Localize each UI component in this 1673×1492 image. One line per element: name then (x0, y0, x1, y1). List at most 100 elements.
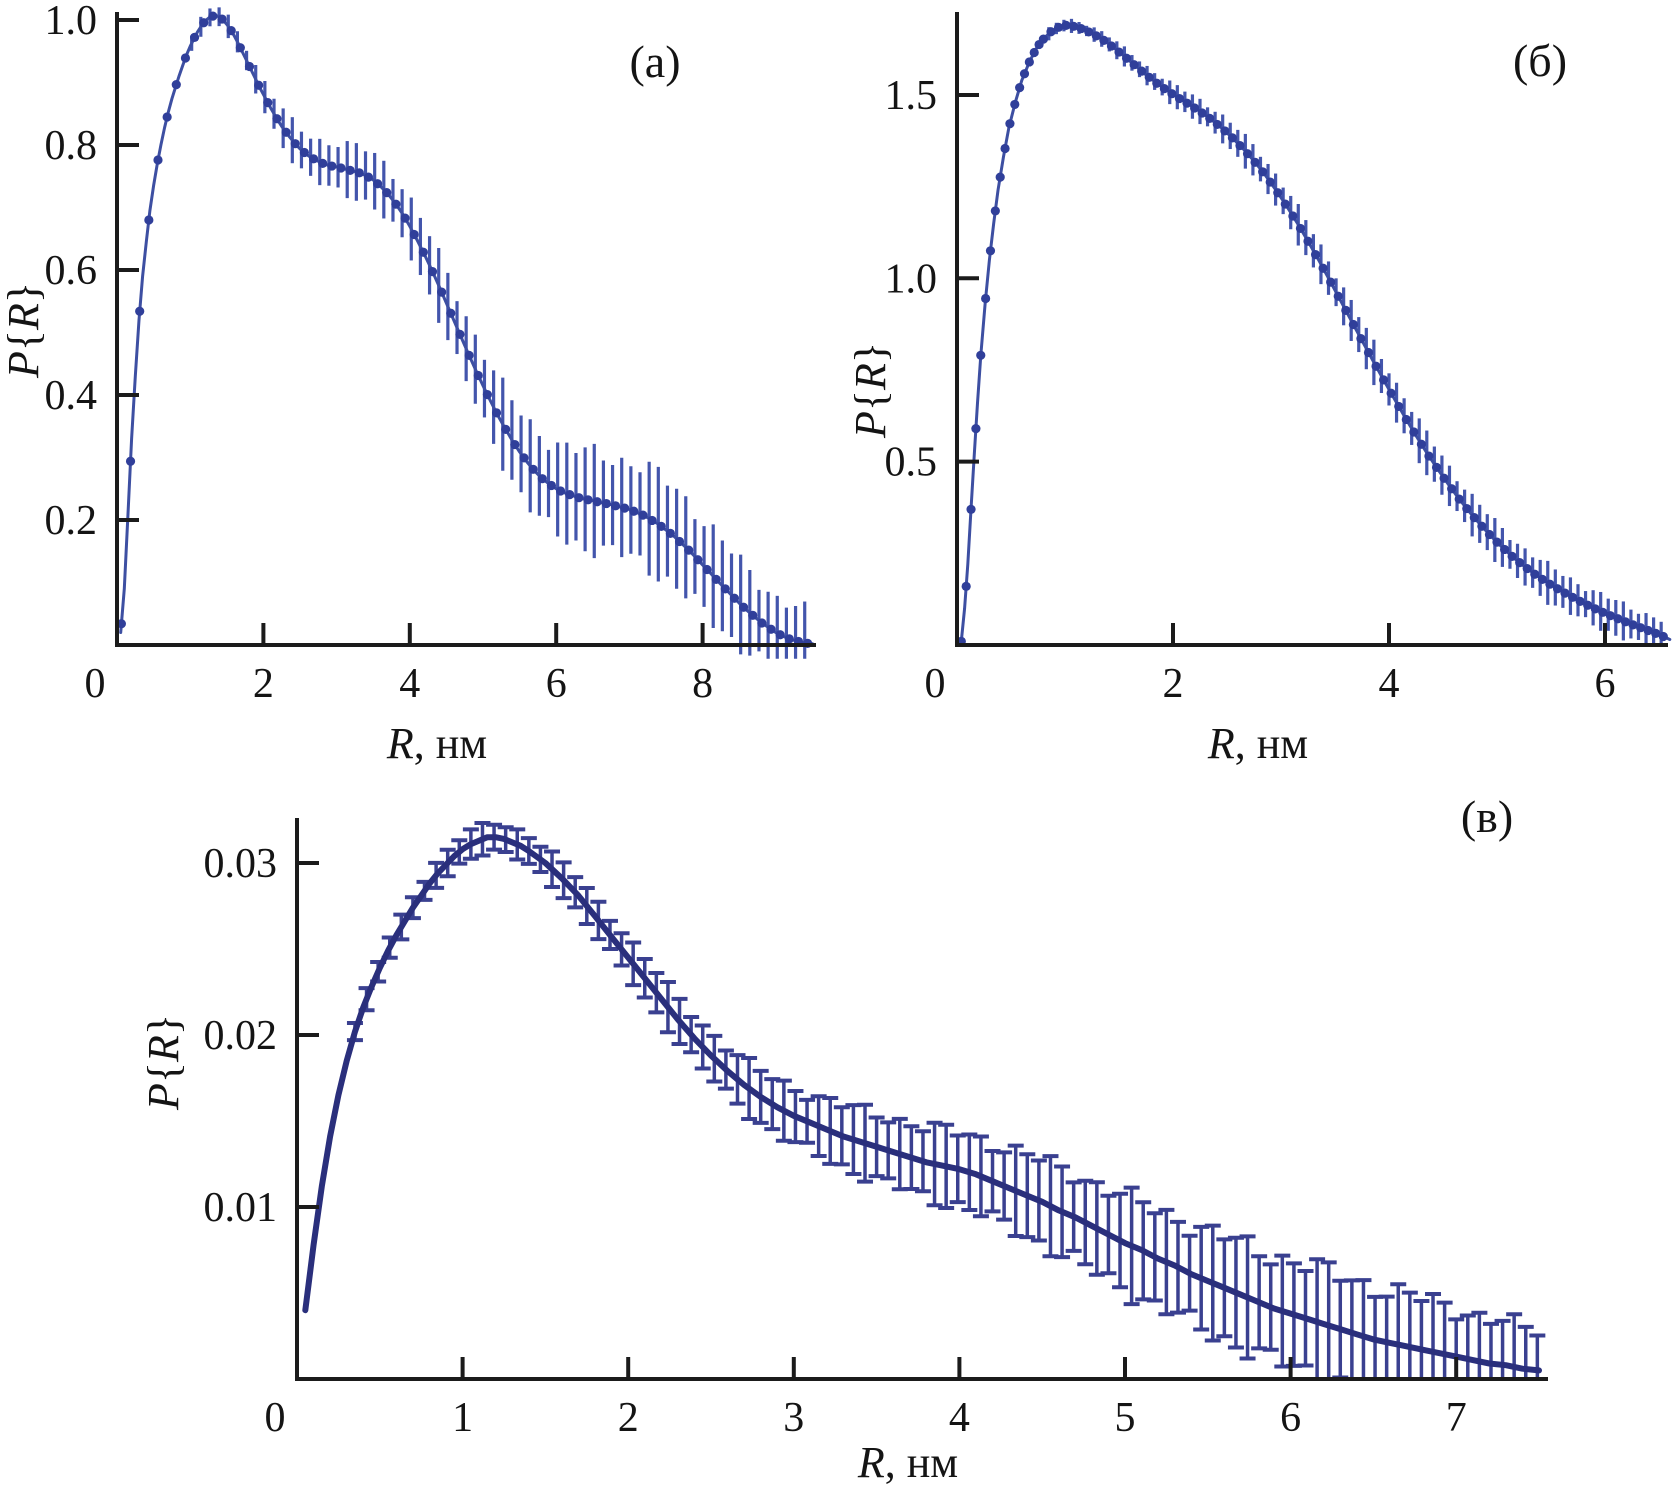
x-tick-label: 2 (1163, 661, 1184, 707)
x-tick-label: 7 (1446, 1395, 1467, 1441)
data-point-marker (966, 504, 976, 514)
data-point-marker (1401, 414, 1411, 425)
data-point-marker (1190, 103, 1200, 113)
data-point-marker (1605, 611, 1615, 621)
data-point-marker (1005, 119, 1015, 129)
data-point-marker (1394, 401, 1404, 412)
data-point-marker (281, 127, 291, 137)
data-point-marker (1492, 537, 1502, 547)
data-point-marker (1318, 263, 1328, 273)
data-point-marker (766, 624, 776, 634)
data-point-marker (1197, 108, 1207, 118)
data-point-marker (1053, 22, 1064, 32)
data-point-marker (1522, 563, 1532, 574)
x-tick-label: 5 (1115, 1395, 1136, 1441)
data-point-marker (610, 501, 621, 511)
data-point-marker (1265, 177, 1275, 187)
data-point-marker (1416, 439, 1426, 449)
data-point-marker (1220, 126, 1230, 136)
data-point-marker (162, 112, 172, 122)
data-point-marker (1439, 473, 1449, 483)
data-point-marker (427, 267, 438, 277)
data-point-marker (995, 172, 1005, 182)
data-point-marker (1295, 223, 1306, 234)
data-point-marker (1242, 149, 1253, 159)
data-point-marker (235, 43, 245, 53)
data-point-marker (1484, 529, 1495, 540)
data-point-marker (720, 584, 730, 594)
data-point-marker (1431, 462, 1442, 472)
data-point-marker (1583, 600, 1593, 610)
data-point-marker (345, 165, 355, 175)
data-point-marker (491, 408, 502, 418)
data-point-marker (702, 564, 712, 575)
data-point-marker (1144, 72, 1154, 82)
data-point-marker (501, 424, 511, 434)
x-axis-title: R, нм (386, 719, 487, 768)
data-point-marker (336, 163, 346, 173)
data-point-marker (1379, 375, 1389, 385)
data-point-marker (363, 172, 374, 182)
data-point-marker (272, 114, 282, 124)
data-point-marker (565, 490, 575, 500)
y-tick-label: 0.8 (45, 123, 98, 169)
data-point-marker (1507, 551, 1517, 561)
data-point-marker (208, 11, 218, 21)
data-point-marker (446, 308, 456, 318)
data-point-marker (1182, 98, 1192, 108)
data-point-marker (729, 593, 740, 603)
data-point-marker (976, 350, 986, 360)
data-point-marker (971, 424, 981, 434)
x-tick-label: 1 (452, 1395, 473, 1441)
data-point-marker (638, 510, 648, 520)
data-point-marker (290, 139, 300, 149)
data-point-marker (125, 456, 136, 466)
y-tick-label: 1.0 (45, 0, 98, 44)
data-point-marker (1530, 569, 1540, 579)
data-point-marker (464, 350, 474, 360)
data-point-marker (391, 199, 401, 209)
data-point-marker (1628, 620, 1638, 630)
data-point-marker (1643, 625, 1653, 636)
x-tick-label: 3 (783, 1395, 804, 1441)
data-point-marker (1167, 89, 1177, 99)
data-point-marker (738, 602, 749, 612)
data-point-marker (985, 246, 996, 256)
panel-label: (б) (1513, 35, 1567, 86)
data-point-marker (1568, 592, 1578, 602)
data-point-marker (473, 370, 483, 381)
data-point-marker (354, 168, 364, 178)
x-tick-label: 4 (949, 1395, 970, 1441)
data-point-marker (1424, 451, 1434, 461)
data-point-marker (601, 498, 611, 509)
data-point-marker (1462, 503, 1472, 514)
data-point-marker (510, 439, 520, 450)
data-point-marker (1235, 140, 1245, 151)
data-point-marker (189, 32, 200, 42)
y-tick-label: 0.5 (885, 440, 938, 486)
y-tick-label: 1.0 (885, 256, 938, 302)
data-point-marker (647, 515, 657, 526)
data-point-marker (1046, 27, 1056, 37)
data-point-marker (693, 555, 703, 565)
data-point-marker (1598, 607, 1608, 617)
data-point-marker (1469, 513, 1479, 523)
data-point-marker (990, 206, 1000, 216)
data-point-marker (574, 493, 584, 503)
x-tick-label: 6 (1595, 661, 1616, 707)
data-point-marker (1019, 69, 1030, 79)
data-point-marker (1356, 334, 1366, 344)
y-tick-label: 0.2 (45, 498, 98, 544)
data-point-marker (1303, 236, 1313, 246)
data-point-marker (171, 80, 181, 90)
data-point-marker (546, 480, 557, 491)
data-point-marker (217, 14, 227, 24)
x-tick-label: 6 (546, 661, 567, 707)
data-point-marker (1273, 188, 1283, 198)
data-point-marker (153, 155, 163, 165)
data-point-marker (1280, 199, 1290, 209)
data-point-marker (1084, 27, 1094, 37)
data-point-marker (1386, 388, 1396, 398)
y-tick-label: 1.5 (885, 73, 938, 119)
